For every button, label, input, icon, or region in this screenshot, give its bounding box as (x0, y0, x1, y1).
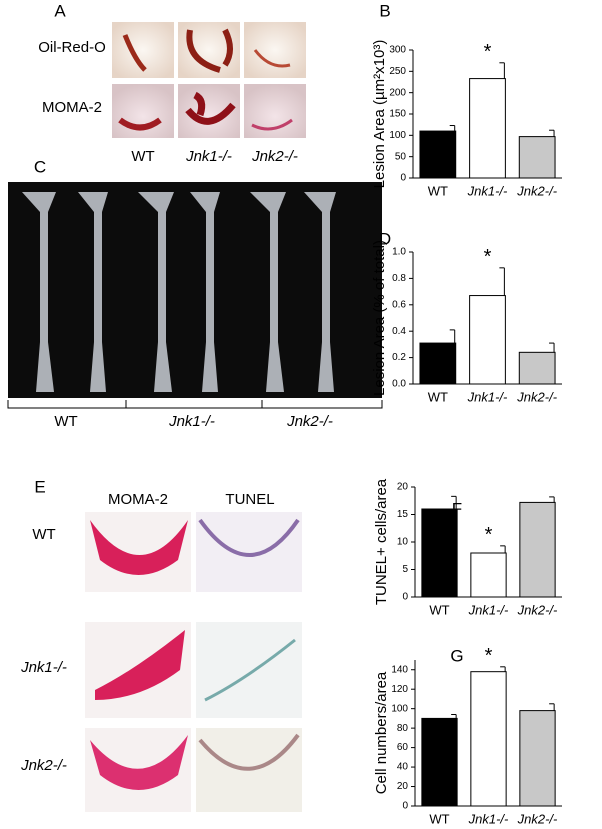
y-tick-label: 0 (402, 801, 408, 812)
y-tick-label: 0 (400, 173, 406, 184)
bar (518, 136, 556, 179)
panel-e-images (85, 512, 302, 812)
x-tick-label: WT (428, 183, 448, 198)
column-label: WT (54, 413, 77, 430)
row-label: Oil-Red-O (38, 39, 106, 56)
annotation: * (484, 246, 492, 268)
y-tick-label: 50 (395, 151, 407, 162)
row-label: WT (32, 526, 55, 543)
panel-c-image (7, 182, 383, 409)
y-axis-label: TUNEL+ cells/area (373, 478, 390, 605)
y-tick-label: 0.6 (392, 299, 406, 310)
column-label: Jnk2-/- (286, 413, 333, 430)
bar (470, 552, 507, 598)
annotation: * (485, 645, 493, 667)
y-axis-label: Cell numbers/area (373, 671, 390, 794)
panel-letter: D (379, 229, 391, 248)
y-tick-label: 0.0 (392, 379, 406, 390)
panel-letter: A (54, 1, 66, 20)
panel-letter: E (34, 477, 45, 496)
y-tick-label: 20 (397, 482, 409, 493)
panel-letter: C (34, 157, 46, 176)
column-label: Jnk1-/- (168, 413, 215, 430)
bar (519, 710, 556, 807)
y-tick-label: 200 (389, 87, 406, 98)
column-label: Jnk2-/- (251, 148, 298, 165)
y-tick-label: 80 (397, 723, 409, 734)
y-tick-label: 5 (402, 564, 408, 575)
y-tick-label: 40 (397, 762, 409, 773)
column-label: WT (131, 148, 154, 165)
x-tick-label: Jnk2-/- (517, 602, 558, 617)
column-label: MOMA-2 (108, 491, 168, 508)
y-tick-label: 0.2 (392, 352, 406, 363)
x-tick-label: Jnk2-/- (516, 389, 557, 404)
y-tick-label: 10 (397, 537, 409, 548)
row-label: Jnk2-/- (20, 757, 67, 774)
x-tick-label: Jnk1-/- (468, 811, 509, 826)
panel-letter: B (379, 1, 390, 20)
y-tick-label: 140 (391, 664, 408, 675)
y-tick-label: 20 (397, 781, 409, 792)
x-tick-label: Jnk1-/- (467, 183, 508, 198)
x-tick-label: WT (429, 602, 449, 617)
x-tick-label: Jnk2-/- (517, 811, 558, 826)
y-tick-label: 0.4 (392, 326, 406, 337)
y-tick-label: 60 (397, 742, 409, 753)
y-axis-label: Lesion Area (% of total) (371, 240, 388, 396)
bar (419, 342, 457, 385)
y-tick-label: 0.8 (392, 273, 406, 284)
panel-a-images (112, 22, 306, 138)
y-tick-label: 100 (391, 703, 408, 714)
bar (519, 501, 556, 598)
x-tick-label: Jnk1-/- (468, 602, 509, 617)
y-tick-label: 0 (402, 592, 408, 603)
y-tick-label: 250 (389, 66, 406, 77)
bar (518, 351, 556, 385)
row-label: Jnk1-/- (20, 659, 67, 676)
bar (469, 295, 506, 385)
annotation: * (485, 524, 493, 546)
row-label: MOMA-2 (42, 99, 102, 116)
y-tick-label: 120 (391, 684, 408, 695)
annotation: * (484, 41, 492, 63)
y-tick-label: 300 (389, 45, 406, 56)
bar (469, 78, 506, 179)
column-label: TUNEL (225, 491, 274, 508)
x-tick-label: Jnk1-/- (467, 389, 508, 404)
bar (470, 671, 507, 807)
x-tick-label: WT (429, 811, 449, 826)
y-tick-label: 150 (389, 109, 406, 120)
bar (421, 508, 458, 598)
y-axis-label: Lesion Area (µm²x10³) (371, 40, 388, 189)
y-tick-label: 100 (389, 130, 406, 141)
bar (421, 717, 458, 807)
y-tick-label: 1.0 (392, 247, 406, 258)
bar (419, 130, 457, 179)
x-tick-label: Jnk2-/- (516, 183, 557, 198)
x-tick-label: WT (428, 389, 448, 404)
y-tick-label: 15 (397, 509, 409, 520)
panel-letter: G (450, 646, 463, 665)
column-label: Jnk1-/- (185, 148, 232, 165)
